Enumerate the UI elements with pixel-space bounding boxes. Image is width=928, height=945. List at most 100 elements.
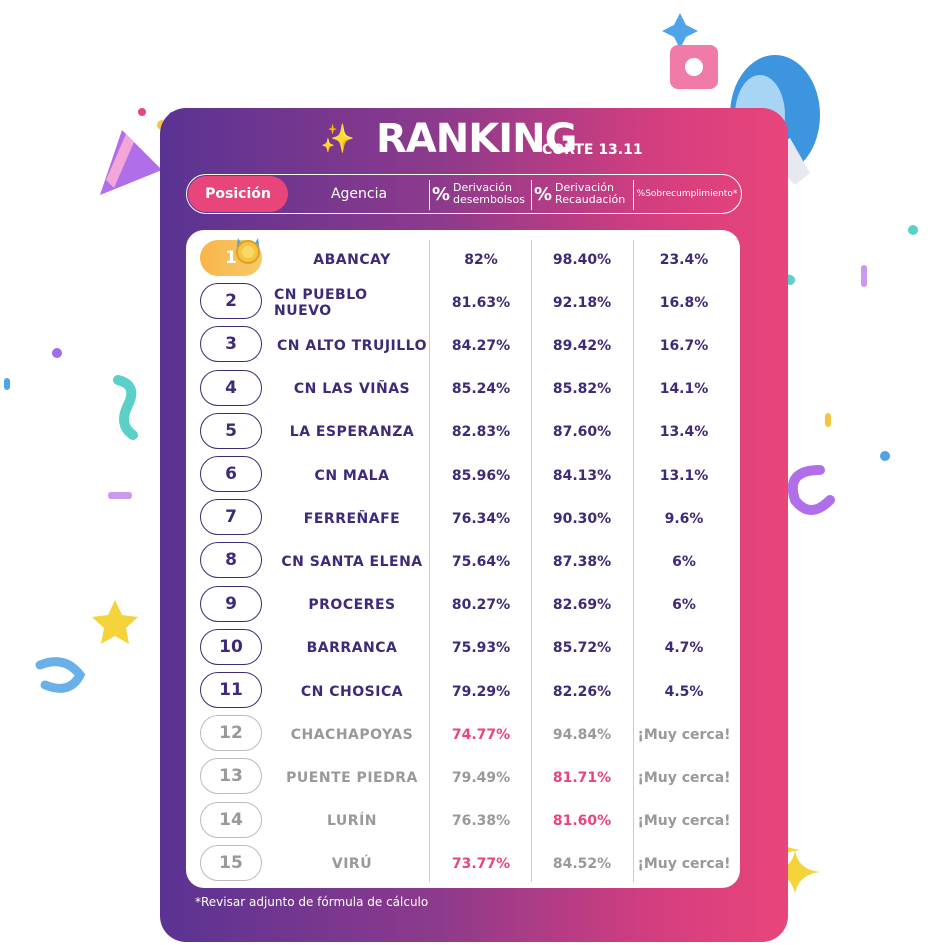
position-badge: 4 — [200, 369, 262, 406]
table-row: 10 BARRANCA 75.93% 85.72% 4.7% — [186, 627, 740, 670]
desembolsos-cell: 85.96% — [451, 467, 511, 484]
sobrecumplimiento-cell: 6% — [672, 553, 696, 570]
desembolsos-cell: 85.24% — [451, 381, 511, 398]
desembolsos-cell: 74.77% — [451, 726, 511, 743]
header-sobrecumplimiento: %Sobrecumplimiento* — [636, 189, 738, 199]
position-badge: 10 — [200, 628, 262, 665]
column-divider — [531, 240, 532, 882]
sobrecumplimiento-cell: 9.6% — [664, 510, 704, 527]
position-badge: 12 — [200, 715, 262, 752]
agencia-cell: FERREÑAFE — [303, 510, 401, 527]
agencia-cell: BARRANCA — [306, 640, 398, 657]
recaudacion-cell: 85.72% — [552, 640, 612, 657]
table-row: 4 CN LAS VIÑAS 85.24% 85.82% 14.1% — [186, 368, 740, 411]
agencia-cell: CN ALTO TRUJILLO — [277, 337, 427, 354]
table-row: 9 PROCERES 80.27% 82.69% 6% — [186, 584, 740, 627]
recaudacion-cell: 81.71% — [552, 769, 612, 786]
position-badge: 8 — [200, 542, 262, 579]
sobrecumplimiento-cell: 4.5% — [664, 683, 704, 700]
medal-icon — [236, 238, 260, 264]
agencia-cell: LURÍN — [327, 813, 377, 830]
desembolsos-cell: 75.64% — [451, 553, 511, 570]
table-row: 15 VIRÚ 73.77% 84.52% ¡Muy cerca! — [186, 843, 740, 886]
sobrecumplimiento-cell: 13.4% — [659, 424, 709, 441]
sobrecumplimiento-cell: 16.7% — [659, 337, 709, 354]
header-divider — [531, 180, 532, 210]
page-title: RANKING — [376, 116, 577, 162]
cutoff-label: CORTE 13.11 — [542, 142, 643, 158]
sobrecumplimiento-cell: 13.1% — [659, 467, 709, 484]
percent-sign: % — [534, 183, 553, 205]
agencia-cell: ABANCAY — [313, 251, 391, 268]
header-agencia: Agencia — [330, 186, 388, 202]
desembolsos-cell: 75.93% — [451, 640, 511, 657]
recaudacion-cell: 89.42% — [552, 337, 612, 354]
header-divider — [429, 180, 430, 210]
sobrecumplimiento-cell: 23.4% — [659, 251, 709, 268]
desembolsos-cell: 79.49% — [451, 769, 511, 786]
position-badge: 2 — [200, 283, 262, 320]
recaudacion-cell: 82.69% — [552, 597, 612, 614]
recaudacion-cell: 94.84% — [552, 726, 612, 743]
position-badge: 13 — [200, 758, 262, 795]
table-row: 1 ABANCAY 82% 98.40% 23.4% — [186, 238, 740, 281]
position-badge: 5 — [200, 412, 262, 449]
header-label: Derivación desembolsos — [453, 181, 525, 206]
recaudacion-cell: 92.18% — [552, 294, 612, 311]
sobrecumplimiento-cell: ¡Muy cerca! — [637, 726, 731, 743]
desembolsos-cell: 82.83% — [451, 424, 511, 441]
agencia-cell: PROCERES — [308, 597, 396, 614]
position-badge: 7 — [200, 499, 262, 536]
sobrecumplimiento-cell: ¡Muy cerca! — [637, 856, 731, 873]
desembolsos-cell: 81.63% — [451, 294, 511, 311]
recaudacion-cell: 84.52% — [552, 856, 612, 873]
table-row: 5 LA ESPERANZA 82.83% 87.60% 13.4% — [186, 411, 740, 454]
recaudacion-cell: 82.26% — [552, 683, 612, 700]
desembolsos-cell: 79.29% — [451, 683, 511, 700]
header-posicion: Posición — [188, 176, 288, 212]
desembolsos-cell: 76.34% — [451, 510, 511, 527]
recaudacion-cell: 85.82% — [552, 381, 612, 398]
recaudacion-cell: 87.60% — [552, 424, 612, 441]
agencia-cell: CN PUEBLO NUEVO — [274, 286, 368, 319]
ranking-table — [186, 230, 740, 888]
position-badge: 15 — [200, 844, 262, 881]
confetti-icon — [4, 348, 183, 693]
agencia-cell: CN SANTA ELENA — [281, 553, 423, 570]
header-derivacion-recaudacion: % Derivación Recaudación — [534, 176, 632, 212]
header-divider — [633, 180, 634, 210]
table-row: 6 CN MALA 85.96% 84.13% 13.1% — [186, 454, 740, 497]
recaudacion-cell: 87.38% — [552, 553, 612, 570]
sobrecumplimiento-cell: 6% — [672, 597, 696, 614]
table-row: 12 CHACHAPOYAS 74.77% 94.84% ¡Muy cerca! — [186, 713, 740, 756]
agencia-cell: VIRÚ — [331, 856, 373, 873]
recaudacion-cell: 90.30% — [552, 510, 612, 527]
agencia-cell: CHACHAPOYAS — [290, 726, 414, 743]
recaudacion-cell: 81.60% — [552, 813, 612, 830]
agencia-cell: LA ESPERANZA — [289, 424, 415, 441]
desembolsos-cell: 84.27% — [451, 337, 511, 354]
header-derivacion-desembolsos: % Derivación desembolsos — [432, 176, 530, 212]
sobrecumplimiento-cell: 14.1% — [659, 381, 709, 398]
recaudacion-cell: 84.13% — [552, 467, 612, 484]
sobrecumplimiento-cell: ¡Muy cerca! — [637, 769, 731, 786]
position-badge: 11 — [200, 672, 262, 708]
table-row: 8 CN SANTA ELENA 75.64% 87.38% 6% — [186, 540, 740, 583]
position-badge: 9 — [200, 585, 262, 622]
header-label: Derivación Recaudación — [555, 181, 626, 206]
table-header — [186, 174, 742, 214]
sobrecumplimiento-cell: ¡Muy cerca! — [637, 813, 731, 830]
footnote: *Revisar adjunto de fórmula de cálculo — [195, 895, 429, 909]
position-badge: 14 — [200, 801, 262, 838]
desembolsos-cell: 82% — [464, 251, 498, 268]
table-row: 11 CN CHOSICA 79.29% 82.26% 4.5% — [186, 670, 740, 713]
sobrecumplimiento-cell: 16.8% — [659, 294, 709, 311]
percent-sign: % — [432, 183, 451, 205]
table-row: 2 CN PUEBLO NUEVO 81.63% 92.18% 16.8% — [186, 281, 740, 324]
table-row: 14 LURÍN 76.38% 81.60% ¡Muy cerca! — [186, 800, 740, 843]
agencia-cell: CN MALA — [314, 467, 390, 484]
desembolsos-cell: 76.38% — [451, 813, 511, 830]
position-badge: 6 — [200, 456, 262, 492]
position-badge: 3 — [200, 326, 262, 363]
table-row: 13 PUENTE PIEDRA 79.49% 81.71% ¡Muy cerca! — [186, 756, 740, 799]
